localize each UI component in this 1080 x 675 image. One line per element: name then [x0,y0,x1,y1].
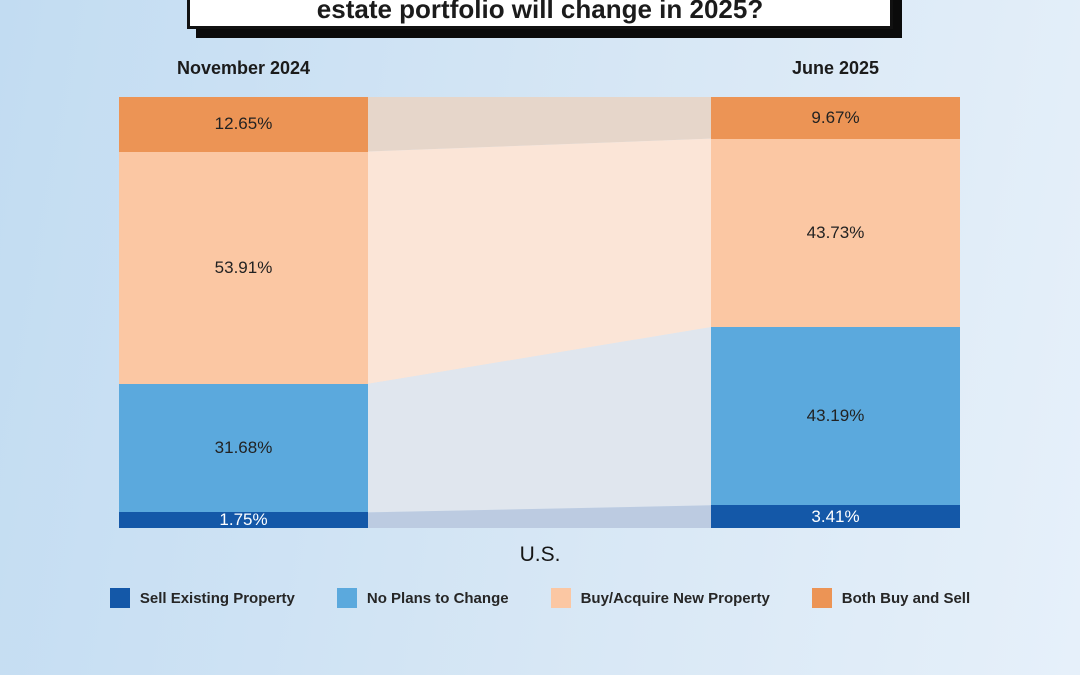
segment-value-label: 1.75% [219,510,268,530]
segment-june-2025-no-plans-to-change: 43.19% [711,327,960,506]
segment-value-label: 3.41% [811,506,860,526]
legend-label: Both Buy and Sell [841,589,971,607]
flow-band-sell-existing-property [368,505,711,528]
segment-value-label: 53.91% [214,257,273,277]
segment-value-label: 43.19% [806,406,865,426]
segment-november-2024-sell-existing-property: 1.75% [119,510,368,530]
legend-label: No Plans to Change [366,589,509,607]
legend-item-both-buy-and-sell: Both Buy and Sell [811,588,971,608]
segment-value-label: 9.67% [811,107,860,127]
segment-value-label: 12.65% [214,114,273,134]
segment-value-label: 43.73% [806,222,865,242]
stacked-bar-june-2025: 9.67% 43.73% 43.19% 3.41% [711,97,960,528]
flow-band-no-plans-to-change [368,327,711,513]
legend-item-sell-existing-property: Sell Existing Property [109,588,295,608]
segment-value-label: 31.68% [214,438,273,458]
segment-november-2024-both-buy-and-sell: 12.65% [119,97,368,152]
column-header-june-2025: June 2025 [791,58,880,78]
legend-swatch-no-plans-to-change [336,588,357,608]
segment-june-2025-both-buy-and-sell: 9.67% [711,97,960,139]
segment-november-2024-buy-acquire-new-property: 53.91% [119,151,368,384]
x-axis-label: U.S. [519,543,561,566]
flow-band-both-buy-and-sell [368,97,711,152]
flow-chart: 12.65% 53.91% 31.68% 1.75% 9.67% 43.73% 43.19… [119,97,960,530]
title-card: estate portfolio will change in 2025? [187,0,893,29]
legend-label: Sell Existing Property [139,589,295,607]
title-text: estate portfolio will change in 2025? [316,0,764,24]
segment-june-2025-sell-existing-property: 3.41% [711,505,960,528]
flow-bands [368,97,711,528]
flow-band-buy-acquire-new-property [368,138,711,384]
segment-june-2025-buy-acquire-new-property: 43.73% [711,138,960,328]
legend-swatch-buy-acquire-new-property [550,588,571,608]
legend-swatch-sell-existing-property [109,588,130,608]
column-header-november-2024: November 2024 [176,58,311,78]
legend-item-buy-acquire-new-property: Buy/Acquire New Property [550,588,770,608]
legend: Sell Existing Property No Plans to Change… [0,588,1080,608]
legend-swatch-both-buy-and-sell [811,588,832,608]
segment-november-2024-no-plans-to-change: 31.68% [119,383,368,513]
stacked-bar-november-2024: 12.65% 53.91% 31.68% 1.75% [119,97,368,530]
legend-item-no-plans-to-change: No Plans to Change [336,588,509,608]
legend-label: Buy/Acquire New Property [580,589,770,607]
